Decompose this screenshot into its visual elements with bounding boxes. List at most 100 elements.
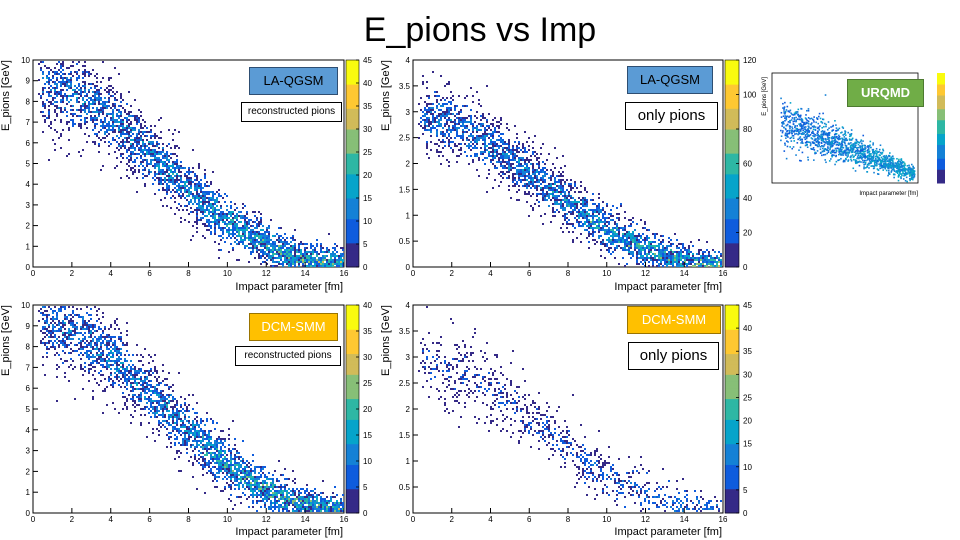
- density-cell: [156, 159, 158, 161]
- density-cell: [492, 151, 494, 153]
- density-cell: [648, 241, 650, 243]
- density-cell: [142, 388, 144, 390]
- density-cell: [642, 257, 644, 259]
- density-cell: [108, 89, 110, 91]
- color-bar-step: [346, 208, 359, 213]
- density-cell: [260, 257, 262, 259]
- density-cell: [664, 255, 666, 257]
- density-cell: [210, 225, 212, 227]
- density-cell: [502, 139, 504, 141]
- density-cell: [516, 145, 518, 147]
- density-cell: [40, 308, 42, 310]
- density-cell: [72, 109, 74, 111]
- density-cell: [202, 187, 204, 189]
- density-cell: [148, 422, 150, 424]
- density-cell: [432, 103, 434, 105]
- density-cell: [262, 233, 264, 235]
- density-cell: [138, 149, 140, 151]
- density-cell: [440, 131, 442, 133]
- density-cell: [146, 436, 148, 438]
- density-cell: [618, 241, 620, 243]
- density-cell: [122, 362, 124, 364]
- density-cell: [718, 261, 720, 263]
- density-cell: [672, 253, 674, 255]
- density-cell: [316, 251, 318, 253]
- density-cell: [134, 372, 136, 374]
- density-cell: [264, 245, 266, 247]
- density-cell: [432, 119, 434, 121]
- density-cell: [88, 109, 90, 111]
- density-cell: [160, 183, 162, 185]
- density-cell: [426, 145, 428, 147]
- density-cell: [162, 155, 164, 157]
- density-cell: [134, 410, 136, 412]
- density-cell: [96, 382, 98, 384]
- density-cell: [234, 203, 236, 205]
- density-cell: [148, 390, 150, 392]
- density-cell: [74, 93, 76, 95]
- density-cell: [52, 332, 54, 334]
- density-cell: [570, 213, 572, 215]
- density-cell: [340, 261, 342, 263]
- density-cell: [150, 141, 152, 143]
- density-cell: [448, 129, 450, 131]
- density-cell: [284, 241, 286, 243]
- density-cell: [218, 213, 220, 215]
- density-cell: [548, 187, 550, 189]
- x-tick-label: 14: [301, 269, 310, 278]
- density-cell: [166, 205, 168, 207]
- density-cell: [144, 408, 146, 410]
- density-cell: [512, 179, 514, 181]
- density-cell: [94, 125, 96, 127]
- density-cell: [86, 340, 88, 342]
- density-cell: [592, 199, 594, 201]
- density-cell: [302, 257, 304, 259]
- density-cell: [166, 404, 168, 406]
- density-cell: [158, 404, 160, 406]
- density-cell: [500, 157, 502, 159]
- density-cell: [82, 99, 84, 101]
- y-tick-label: 1.5: [399, 185, 411, 194]
- density-cell: [52, 342, 54, 344]
- density-cell: [472, 143, 474, 145]
- density-cell: [144, 155, 146, 157]
- density-cell: [138, 131, 140, 133]
- density-cell: [178, 209, 180, 211]
- density-cell: [438, 121, 440, 123]
- density-cell: [76, 314, 78, 316]
- density-cell: [450, 109, 452, 111]
- density-cell: [80, 352, 82, 354]
- density-cell: [162, 143, 164, 145]
- density-cell: [148, 354, 150, 356]
- density-cell: [220, 205, 222, 207]
- density-cell: [252, 225, 254, 227]
- density-cell: [456, 123, 458, 125]
- density-cell: [160, 169, 162, 171]
- density-cell: [168, 424, 170, 426]
- density-cell: [206, 205, 208, 207]
- density-cell: [594, 215, 596, 217]
- density-cell: [112, 402, 114, 404]
- density-cell: [248, 221, 250, 223]
- density-cell: [430, 113, 432, 115]
- density-cell: [712, 265, 714, 267]
- density-cell: [512, 149, 514, 151]
- density-cell: [130, 153, 132, 155]
- density-cell: [542, 179, 544, 181]
- density-cell: [60, 308, 62, 310]
- density-cell: [148, 384, 150, 386]
- density-cell: [244, 215, 246, 217]
- density-cell: [58, 137, 60, 139]
- density-cell: [86, 107, 88, 109]
- density-cell: [58, 324, 60, 326]
- density-cell: [500, 163, 502, 165]
- density-cell: [500, 181, 502, 183]
- density-cell: [284, 261, 286, 263]
- density-cell: [86, 356, 88, 358]
- density-cell: [66, 344, 68, 346]
- density-cell: [600, 229, 602, 231]
- density-cell: [652, 263, 654, 265]
- density-cell: [536, 185, 538, 187]
- density-cell: [574, 205, 576, 207]
- density-cell: [652, 233, 654, 235]
